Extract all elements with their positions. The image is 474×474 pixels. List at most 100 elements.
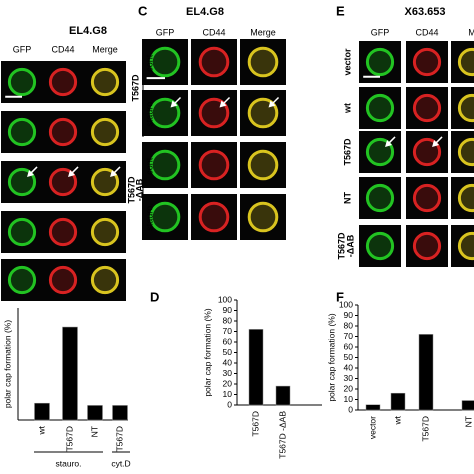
column-label: Merge — [92, 44, 118, 54]
y-tick-label: 90 — [344, 310, 354, 320]
micrograph — [142, 90, 188, 136]
y-axis-label: polar cap formation (%) — [202, 308, 212, 397]
micrograph — [451, 131, 474, 173]
micrograph — [84, 259, 126, 301]
x-tick-label: wt — [392, 415, 402, 425]
panel-title: EL4.G8 — [69, 25, 107, 37]
bar — [275, 385, 291, 406]
micrograph — [42, 211, 84, 253]
panel-letter: D — [150, 289, 159, 304]
cell — [198, 46, 230, 78]
image-bg — [191, 194, 237, 240]
column-label: CD44 — [51, 44, 74, 54]
y-tick-label: 50 — [223, 347, 233, 357]
micrograph — [1, 161, 43, 203]
image-bg — [142, 194, 188, 240]
cell — [412, 93, 442, 123]
arrow-head — [68, 169, 76, 177]
micrograph — [240, 90, 286, 136]
x-tick-label: wt — [36, 425, 46, 435]
image-bg — [191, 39, 237, 85]
y-tick-label: 20 — [344, 383, 354, 393]
arrow-head — [27, 169, 35, 177]
row-label: cont. — [144, 52, 154, 72]
cell — [365, 47, 395, 77]
image-bg — [240, 39, 286, 85]
cell — [7, 67, 37, 97]
y-tick-label: 40 — [344, 362, 354, 372]
panel-letter: C — [138, 3, 148, 18]
micrograph — [191, 194, 237, 240]
y-tick-label: 80 — [344, 320, 354, 330]
micrograph — [406, 177, 448, 219]
micrograph — [359, 131, 401, 173]
image-bg — [191, 142, 237, 188]
x-tick-label: vector — [367, 416, 377, 439]
micrograph — [406, 131, 448, 173]
cell — [149, 46, 181, 78]
micrograph — [84, 211, 126, 253]
row-label: T567D — [342, 138, 352, 166]
micrograph — [359, 41, 401, 83]
y-tick-label: 0 — [227, 399, 232, 409]
cell — [48, 117, 78, 147]
y-tick-label: 30 — [344, 373, 354, 383]
micrograph — [451, 225, 474, 267]
bar — [87, 405, 103, 421]
cell — [149, 201, 181, 233]
bar — [248, 329, 264, 406]
micrograph — [42, 111, 84, 153]
cell — [198, 149, 230, 181]
bar — [112, 405, 128, 421]
x-tick-label: NT — [463, 416, 473, 427]
x-tick-label: T567D — [64, 426, 74, 452]
y-tick-label: 50 — [344, 352, 354, 362]
image-bg — [240, 142, 286, 188]
y-tick-label: 30 — [223, 368, 233, 378]
column-label: CD44 — [415, 27, 438, 37]
x-tick-label: T567D — [420, 416, 430, 442]
row-label: -ΔAB — [345, 234, 355, 257]
y-tick-label: 80 — [223, 315, 233, 325]
micrograph — [240, 194, 286, 240]
y-tick-label: 60 — [223, 336, 233, 346]
cell — [457, 93, 474, 123]
column-label: M — [468, 27, 474, 37]
cell — [48, 217, 78, 247]
arrow-head — [268, 100, 276, 108]
bar — [461, 400, 474, 411]
micrograph — [451, 87, 474, 129]
y-tick-label: 10 — [344, 394, 354, 404]
x-tick-label: T567D — [250, 411, 260, 437]
micrograph — [406, 87, 448, 129]
bar — [34, 402, 50, 421]
cell — [90, 217, 120, 247]
cell — [412, 231, 442, 261]
cell — [365, 93, 395, 123]
micrograph — [84, 161, 126, 203]
bar — [62, 326, 78, 421]
micrograph — [1, 259, 43, 301]
arrow-head — [110, 169, 118, 177]
y-tick-label: 70 — [344, 331, 354, 341]
y-tick-label: 100 — [218, 294, 232, 304]
panel-title: X63.653 — [405, 6, 446, 18]
cell — [48, 265, 78, 295]
x-tick-label: T567D -ΔAB — [277, 411, 287, 459]
arrow-head — [170, 100, 178, 108]
arrow-head — [385, 139, 393, 147]
group-label: -ΔAB — [134, 178, 144, 201]
panel-letter: F — [336, 289, 344, 304]
image-bg — [240, 194, 286, 240]
micrograph — [142, 39, 188, 85]
micrograph — [1, 61, 43, 103]
y-tick-label: 60 — [344, 341, 354, 351]
arrow-head — [219, 100, 227, 108]
cell — [365, 183, 395, 213]
bar — [390, 392, 406, 411]
row-label: cont. — [144, 155, 154, 175]
group-label: T567D — [126, 176, 136, 204]
cell — [7, 217, 37, 247]
column-label: GFP — [371, 27, 390, 37]
cell — [149, 149, 181, 181]
